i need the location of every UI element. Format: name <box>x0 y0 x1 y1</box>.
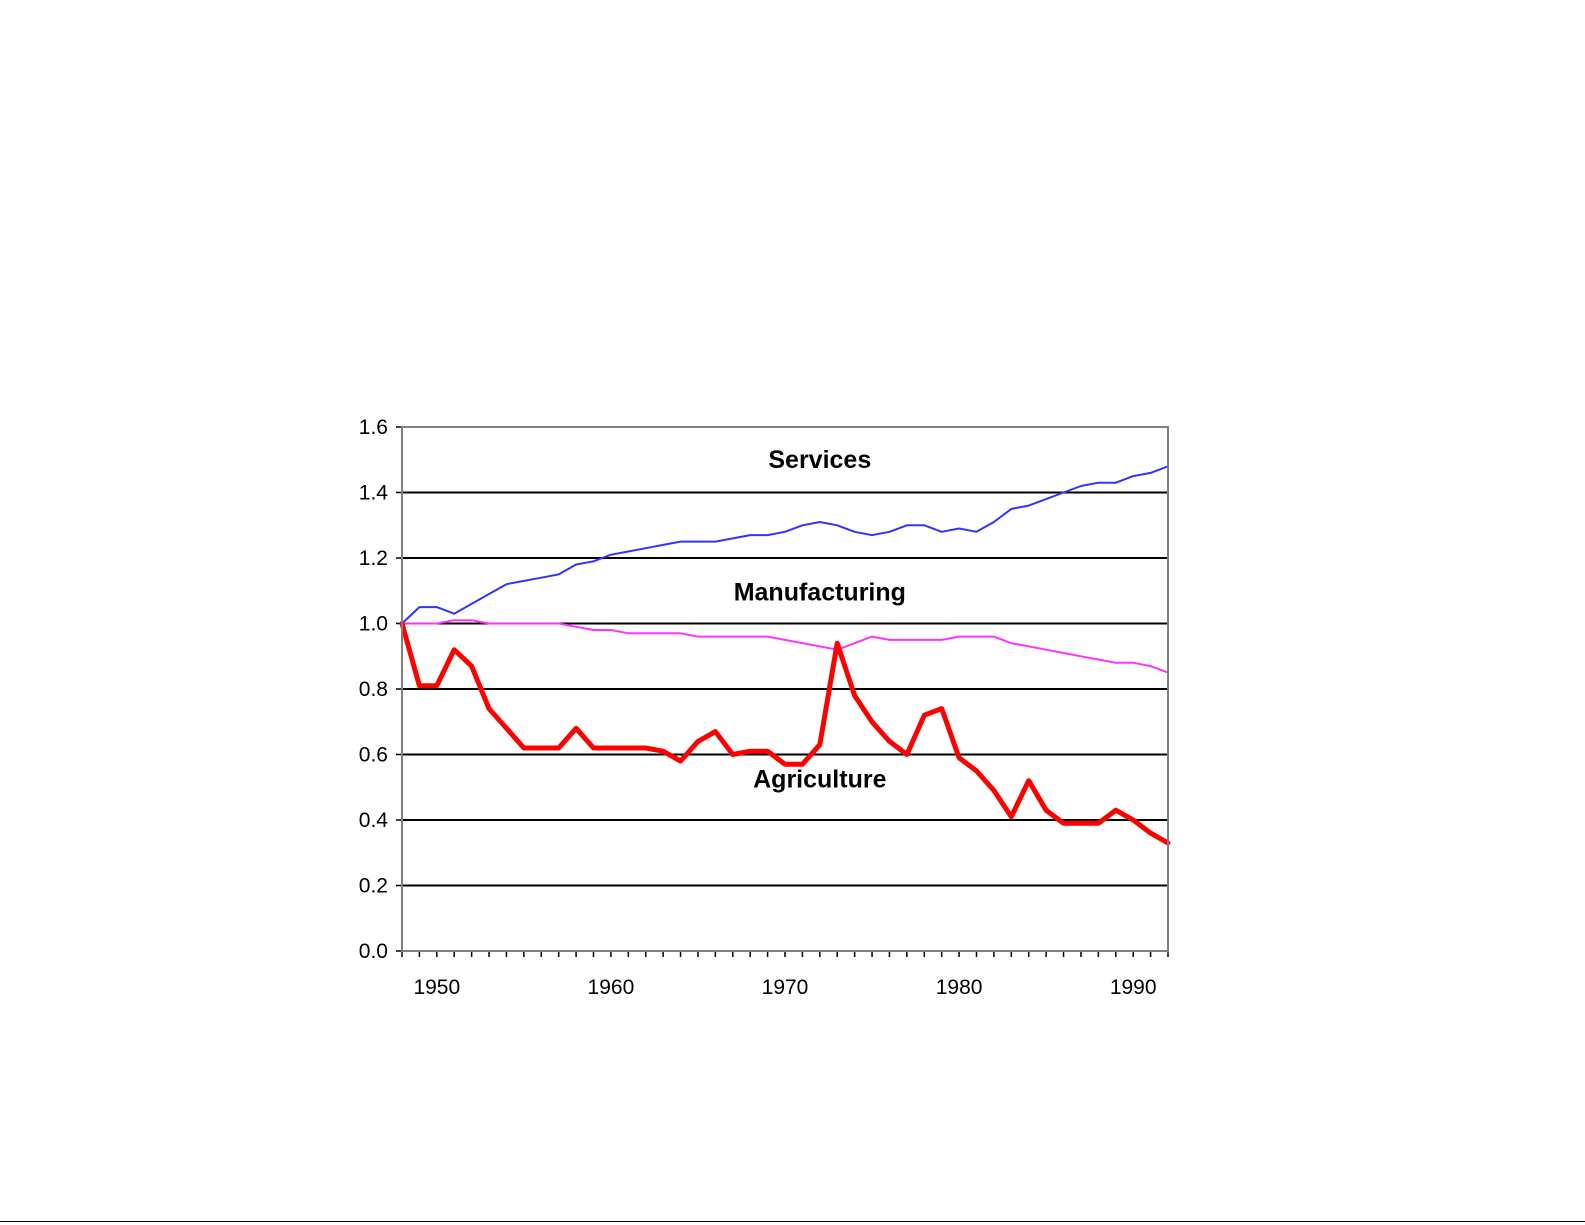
x-axis-ticks: 1950 1960 1970 1980 1990 <box>401 951 1169 999</box>
series-lines <box>399 465 1171 846</box>
series-line-manufacturing <box>401 619 1169 674</box>
series-line-services <box>401 465 1169 625</box>
series-label-agriculture: Agriculture <box>753 765 886 793</box>
y-tick-label: 0.6 <box>359 744 388 767</box>
series-label-services: Services <box>768 446 871 474</box>
bottom-rule <box>0 1221 1585 1222</box>
y-tick-label: 0.8 <box>359 678 388 701</box>
y-tick-label: 0.4 <box>359 809 389 832</box>
y-tick-label: 1.2 <box>359 547 388 570</box>
plot-area-border <box>401 426 1169 952</box>
y-tick-label: 1.6 <box>359 416 388 439</box>
x-tick-label: 1970 <box>762 976 809 999</box>
y-tick-label: 1.4 <box>359 482 389 505</box>
series-line-agriculture <box>399 621 1171 846</box>
x-tick-label: 1950 <box>413 976 460 999</box>
series-label-manufacturing: Manufacturing <box>734 579 906 607</box>
y-axis-ticks: 0.0 0.2 0.4 0.6 0.8 1.0 1.2 1.4 1.6 <box>359 416 402 963</box>
series-annotations: Services Manufacturing Agriculture <box>734 446 906 793</box>
y-tick-label: 0.2 <box>359 875 388 898</box>
x-tick-label: 1960 <box>588 976 635 999</box>
x-tick-label: 1990 <box>1110 976 1157 999</box>
x-tick-label: 1980 <box>936 976 983 999</box>
y-tick-label: 0.0 <box>359 940 388 963</box>
y-tick-label: 1.0 <box>359 613 388 636</box>
gridlines <box>402 491 1168 887</box>
